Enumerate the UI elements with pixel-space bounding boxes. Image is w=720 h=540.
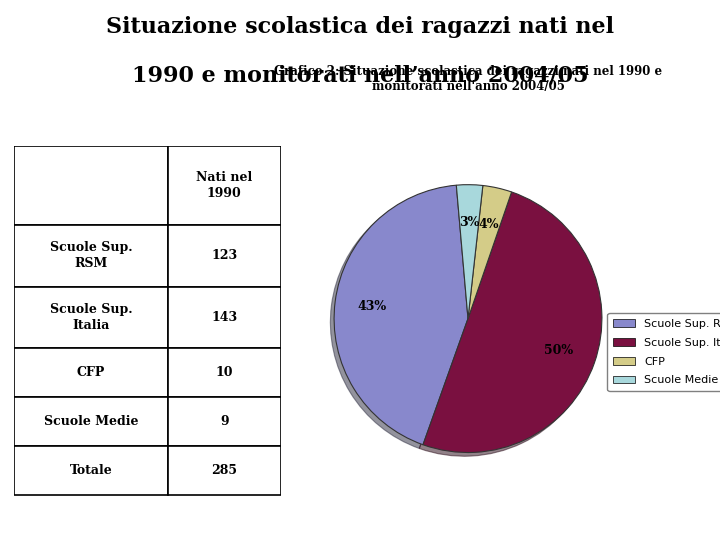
- Bar: [168, 397, 281, 445]
- Wedge shape: [423, 192, 602, 453]
- Text: 43%: 43%: [358, 300, 387, 313]
- Bar: [168, 225, 281, 287]
- Text: Scuole Medie: Scuole Medie: [44, 415, 138, 428]
- Bar: [14, 348, 168, 397]
- Text: 3%: 3%: [459, 215, 480, 228]
- Bar: [168, 287, 281, 348]
- Text: 9: 9: [220, 415, 228, 428]
- Text: 123: 123: [211, 249, 238, 262]
- Text: 1990 e monitorati nell’anno 2004/05: 1990 e monitorati nell’anno 2004/05: [132, 65, 588, 87]
- Text: 285: 285: [211, 464, 237, 477]
- Wedge shape: [468, 186, 512, 319]
- Text: 4%: 4%: [479, 218, 500, 231]
- Bar: [168, 146, 281, 225]
- Wedge shape: [334, 185, 468, 445]
- Bar: [14, 397, 168, 445]
- Text: Situazione scolastica dei ragazzi nati nel: Situazione scolastica dei ragazzi nati n…: [106, 16, 614, 38]
- Bar: [14, 446, 168, 495]
- Bar: [14, 287, 168, 348]
- Bar: [14, 146, 168, 225]
- Text: Scuole Sup.
Italia: Scuole Sup. Italia: [50, 302, 132, 332]
- Legend: Scuole Sup. RSM, Scuole Sup. Italia, CFP, Scuole Medie: Scuole Sup. RSM, Scuole Sup. Italia, CFP…: [608, 313, 720, 391]
- Text: CFP: CFP: [77, 366, 105, 379]
- Bar: [14, 225, 168, 287]
- Text: Nati nel
1990: Nati nel 1990: [196, 171, 252, 200]
- Title: Grafico 2: Situazione scolastica dei ragazzi nati nel 1990 e
monitorati nell'ann: Grafico 2: Situazione scolastica dei rag…: [274, 65, 662, 93]
- Text: 50%: 50%: [544, 344, 574, 357]
- Wedge shape: [456, 185, 483, 319]
- Bar: [168, 446, 281, 495]
- Text: 143: 143: [211, 310, 238, 323]
- Text: Scuole Sup.
RSM: Scuole Sup. RSM: [50, 241, 132, 271]
- Text: Totale: Totale: [70, 464, 112, 477]
- Text: 10: 10: [215, 366, 233, 379]
- Bar: [168, 348, 281, 397]
